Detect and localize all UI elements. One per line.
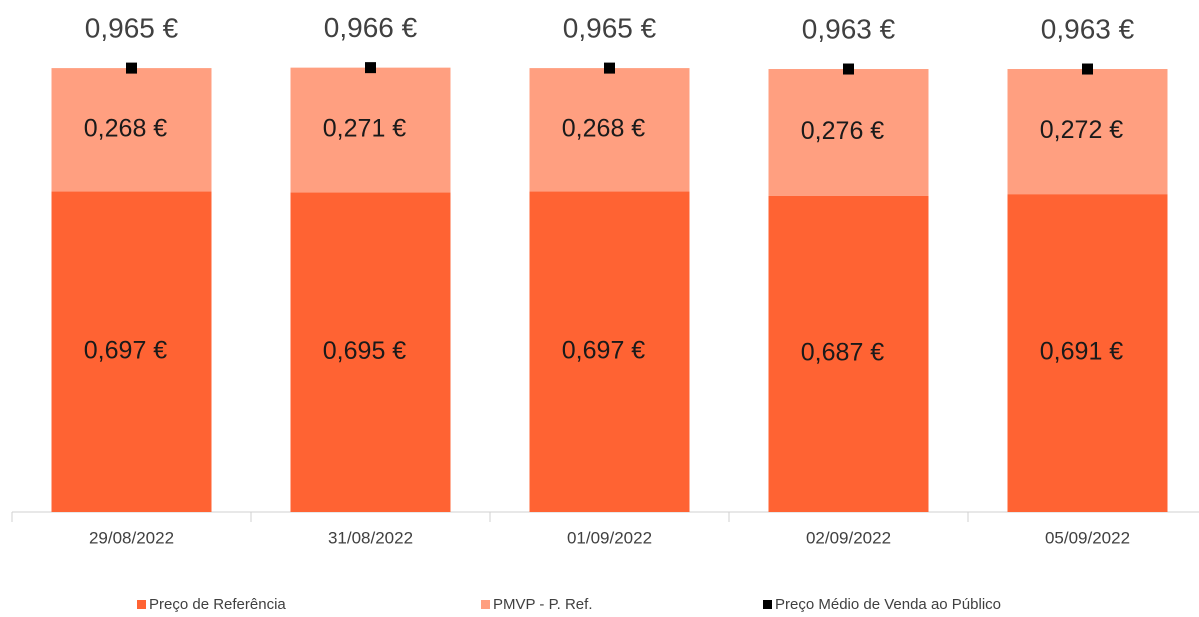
- bar-segment: [290, 192, 451, 513]
- marker-label: 0,965 €: [563, 12, 657, 43]
- marker: [604, 62, 615, 74]
- x-tick-label: 31/08/2022: [328, 528, 413, 547]
- legend-label: Preço Médio de Venda ao Público: [775, 596, 1001, 613]
- bar-label: 0,268 €: [84, 114, 168, 142]
- bar-segment: [529, 191, 690, 512]
- bar-label: 0,268 €: [562, 114, 646, 142]
- bar-segment: [51, 191, 212, 512]
- marker: [126, 62, 137, 74]
- bar-label: 0,272 €: [1040, 116, 1124, 144]
- marker-label: 0,963 €: [802, 13, 896, 44]
- bar-segment: [1007, 69, 1168, 195]
- bar-segment: [1007, 194, 1168, 512]
- bar-segment: [51, 68, 212, 192]
- bar-label: 0,691 €: [1040, 338, 1124, 366]
- marker-label: 0,965 €: [85, 12, 179, 43]
- bar-segment: [768, 69, 929, 196]
- legend-label: Preço de Referência: [149, 596, 286, 613]
- x-tick-label: 05/09/2022: [1045, 528, 1130, 547]
- marker-label: 0,963 €: [1041, 13, 1135, 44]
- bar-label: 0,695 €: [323, 337, 407, 365]
- bar-label: 0,697 €: [562, 336, 646, 364]
- marker-label: 0,966 €: [324, 12, 418, 43]
- bar-segment: [529, 68, 690, 192]
- legend-swatch: [481, 600, 490, 609]
- bar-label: 0,697 €: [84, 336, 168, 364]
- legend-label: PMVP - P. Ref.: [493, 596, 593, 613]
- bar-label: 0,687 €: [801, 339, 885, 367]
- legend-swatch: [137, 600, 146, 609]
- legend-swatch: [763, 600, 772, 609]
- bar-label: 0,276 €: [801, 117, 885, 145]
- marker: [1082, 63, 1093, 75]
- bar-segment: [290, 67, 451, 193]
- bar-segment: [768, 195, 929, 513]
- x-tick-label: 02/09/2022: [806, 528, 891, 547]
- x-tick-label: 01/09/2022: [567, 528, 652, 547]
- marker: [365, 62, 376, 74]
- bar-label: 0,271 €: [323, 115, 407, 143]
- marker: [843, 63, 854, 75]
- x-tick-label: 29/08/2022: [89, 528, 174, 547]
